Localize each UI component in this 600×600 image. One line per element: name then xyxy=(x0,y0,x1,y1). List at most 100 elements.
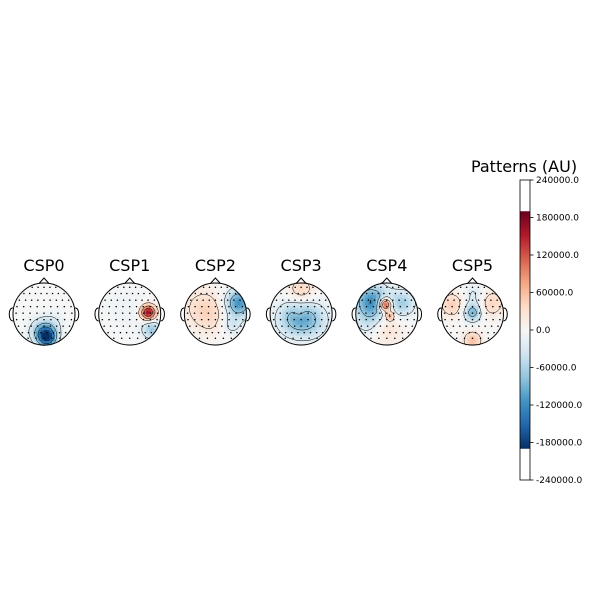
sensor-dot xyxy=(29,305,32,308)
sensor-dot xyxy=(273,305,275,308)
sensor-dot xyxy=(314,318,316,321)
sensor-dot xyxy=(71,312,73,314)
sensor-dot xyxy=(284,337,286,339)
sensor-dot xyxy=(214,305,217,308)
sensor-dot xyxy=(316,337,318,339)
sensor-dot xyxy=(477,286,480,289)
sensor-dot xyxy=(122,325,125,327)
colorbar-tick-label: -120000.0 xyxy=(536,401,582,411)
sensor-dot xyxy=(194,305,196,308)
sensor-dot xyxy=(22,318,25,321)
sensor-dot xyxy=(135,325,137,327)
head-outline xyxy=(355,282,419,346)
sensor-dot xyxy=(471,325,474,327)
sensor-dot xyxy=(214,312,217,314)
sensor-dot xyxy=(49,286,51,289)
sensor-dot xyxy=(392,305,395,308)
sensor-dot xyxy=(300,312,302,314)
sensor-dot xyxy=(194,292,197,295)
sensor-dot xyxy=(484,325,486,327)
sensor-dot xyxy=(484,299,486,301)
sensor-dot xyxy=(300,337,302,339)
sensor-dot xyxy=(458,305,460,308)
sensor-dot xyxy=(394,292,397,295)
left-ear-icon xyxy=(94,307,99,322)
sensor-dot xyxy=(372,312,374,314)
sensor-dot xyxy=(455,337,458,339)
sensor-dot xyxy=(300,299,302,301)
sensor-dot xyxy=(452,325,455,327)
sensor-dot xyxy=(278,331,281,334)
sensor-dot xyxy=(56,305,59,308)
sensor-dot xyxy=(207,318,210,321)
sensor-dot xyxy=(221,318,224,321)
topomap-csp2: CSP2 xyxy=(180,256,251,346)
sensor-dot xyxy=(376,331,379,334)
sensor-dot xyxy=(228,305,230,308)
topomap-field xyxy=(269,282,334,346)
sensor-dot xyxy=(293,305,296,308)
sensor-dot xyxy=(135,305,138,308)
sensor-dot xyxy=(274,325,277,327)
sensor-dot xyxy=(148,325,150,327)
sensor-dot xyxy=(459,286,462,289)
sensor-dot xyxy=(208,286,211,289)
sensor-dot xyxy=(104,299,106,301)
sensor-dot xyxy=(236,331,238,334)
topomap-contours xyxy=(138,302,161,340)
sensor-dot xyxy=(131,292,134,295)
sensor-dot xyxy=(135,318,138,321)
sensor-dot xyxy=(397,286,400,289)
topomap-csp1: CSP1 xyxy=(94,256,165,346)
sensor-dot xyxy=(214,318,217,321)
sensor-dot xyxy=(46,292,48,295)
sensor-dot xyxy=(284,331,287,334)
sensor-dot xyxy=(272,318,275,321)
sensor-dot xyxy=(17,325,20,327)
sensor-dot xyxy=(18,299,21,301)
sensor-dot xyxy=(234,292,237,295)
sensor-dot xyxy=(365,292,368,295)
sensor-dot xyxy=(459,325,461,327)
sensor-dot xyxy=(465,299,468,301)
sensor-dot xyxy=(491,292,494,295)
sensor-dot xyxy=(325,325,328,327)
sensor-dot xyxy=(480,292,482,295)
sensor-markers xyxy=(101,286,159,339)
sensor-dot xyxy=(481,331,483,334)
sensor-dot xyxy=(373,299,376,301)
sensor-dot xyxy=(120,292,122,295)
sensor-dot xyxy=(379,325,382,327)
sensor-dot xyxy=(50,318,52,321)
sensor-dot xyxy=(487,337,490,339)
sensor-dot xyxy=(132,331,134,334)
sensor-dot xyxy=(108,292,111,295)
sensor-dot xyxy=(457,312,460,314)
sensor-dot xyxy=(144,337,147,339)
sensor-dot xyxy=(239,299,241,301)
sensor-dot xyxy=(386,286,388,289)
sensor-dot xyxy=(50,312,52,314)
sensor-dot xyxy=(142,305,144,308)
sensor-dot xyxy=(280,305,282,308)
sensor-dot xyxy=(122,318,124,321)
topomap-csp3: CSP3 xyxy=(265,256,337,346)
sensor-dot xyxy=(64,312,66,314)
sensor-dot xyxy=(458,318,460,321)
sensor-dot xyxy=(16,305,18,308)
sensor-dot xyxy=(43,299,45,301)
nose-icon xyxy=(124,277,136,284)
sensor-dot xyxy=(312,286,314,289)
sensor-dot xyxy=(49,299,51,301)
right-ear-icon xyxy=(503,307,508,322)
sensor-dot xyxy=(134,286,137,289)
sensor-dot xyxy=(398,325,401,327)
sensor-dot xyxy=(391,286,394,289)
sensor-dot xyxy=(122,305,124,308)
sensor-dot xyxy=(297,331,299,334)
head-outline xyxy=(441,282,504,346)
sensor-dot xyxy=(386,318,388,321)
sensor-markers xyxy=(358,286,416,339)
sensor-dot xyxy=(487,331,489,334)
sensor-dot xyxy=(217,292,220,295)
